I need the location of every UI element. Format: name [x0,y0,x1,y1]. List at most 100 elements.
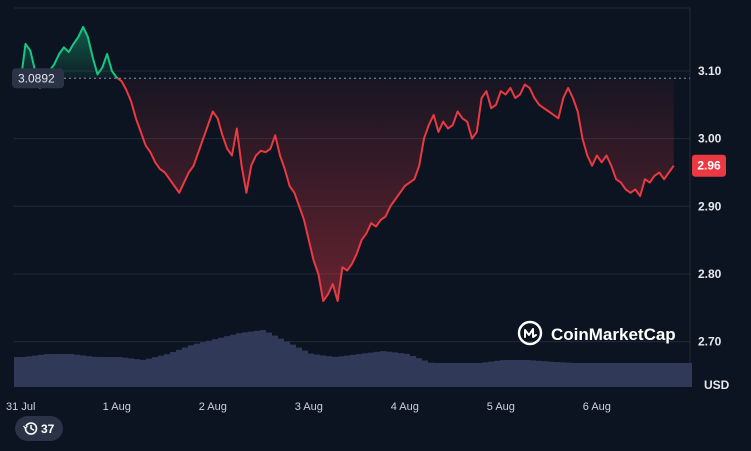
volume-bar [236,333,242,387]
volume-bar [416,358,422,387]
volume-bar [392,352,398,387]
volume-bar [86,356,92,387]
y-tick-label: 2.70 [698,335,722,349]
volume-bar [428,362,434,387]
x-tick-label: 3 Aug [295,401,323,413]
volume-bar [524,360,530,387]
y-tick-label: 2.80 [698,267,722,281]
volume-bar [242,332,248,387]
volume-bar [272,335,278,387]
volume-bar [590,363,596,387]
volume-bar [686,363,692,387]
volume-bar [500,360,506,387]
volume-bar [452,363,458,387]
volume-bar [260,330,266,387]
volume-bar [680,363,686,387]
volume-bar [518,360,524,387]
volume-bar [146,358,152,387]
volume-bar [224,336,230,387]
x-tick-label: 1 Aug [103,401,131,413]
volume-bar [650,363,656,387]
volume-bar [446,363,452,387]
volume-bar [326,356,332,387]
watermark-text: CoinMarketCap [551,325,676,344]
volume-bar [14,357,20,387]
volume-bar [50,354,56,387]
volume-bar [134,359,140,387]
volume-bar [332,356,338,387]
volume-bar [554,362,560,387]
volume-bar [128,358,134,387]
volume-bar [434,363,440,387]
coinmarketcap-logo-icon [517,320,543,346]
volume-bar [98,357,104,387]
volume-bar [338,356,344,387]
volume-bar [26,356,32,387]
volume-bar [194,343,200,387]
volume-bar [596,363,602,387]
volume-bar [296,347,302,387]
volume-bar [68,354,74,387]
volume-bar [464,363,470,387]
volume-bar [488,361,494,387]
volume-bar [314,354,320,387]
volume-bar [140,359,146,387]
y-tick-label: 3.10 [698,64,722,78]
volume-bar [632,363,638,387]
volume-bar [104,357,110,387]
volume-bar [572,362,578,387]
volume-bar [290,344,296,387]
volume-bar [644,363,650,387]
volume-bar [218,337,224,387]
volume-bar [308,353,314,387]
volume-bar [506,360,512,387]
volume-bar [116,357,122,387]
volume-bar [458,363,464,387]
volume-bar [170,352,176,387]
reference-price-badge: 3.0892 [12,68,64,89]
volume-bar [620,363,626,387]
volume-bar [566,362,572,387]
volume-bar [230,334,236,387]
volume-bar [122,357,128,387]
volume-bar [512,360,518,387]
volume-bar [278,338,284,387]
x-tick-label: 4 Aug [391,401,419,413]
volume-bar [536,360,542,387]
volume-bar [674,363,680,387]
x-tick-label: 6 Aug [583,401,611,413]
volume-bar [320,355,326,387]
volume-bar [188,345,194,387]
price-area-below-reference [20,78,674,301]
volume-bar [266,332,272,387]
x-tick-label: 5 Aug [487,401,515,413]
volume-bar [158,355,164,387]
volume-bar [380,351,386,387]
volume-bar [362,353,368,387]
y-tick-label: 3.00 [698,132,722,146]
volume-bar [548,361,554,387]
x-tick-label: 31 Jul [6,401,35,413]
volume-bar [248,331,254,387]
volume-bar [638,363,644,387]
volume-bar [350,354,356,387]
volume-bar [92,356,98,387]
volume-bar [206,340,212,387]
current-price-badge: 2.96 [692,154,726,177]
volume-bar [44,354,50,387]
history-counter-button[interactable]: 37 [15,416,63,441]
volume-bar [110,357,116,387]
reference-price-value: 3.0892 [18,71,55,85]
volume-bar [662,363,668,387]
volume-bar [404,353,410,387]
volume-bars [14,330,692,387]
volume-bar [344,355,350,387]
volume-bar [626,363,632,387]
volume-bar [578,363,584,387]
volume-bar [584,363,590,387]
volume-bar [284,341,290,387]
volume-bar [602,363,608,387]
volume-bar [164,354,170,387]
volume-bar [530,360,536,387]
